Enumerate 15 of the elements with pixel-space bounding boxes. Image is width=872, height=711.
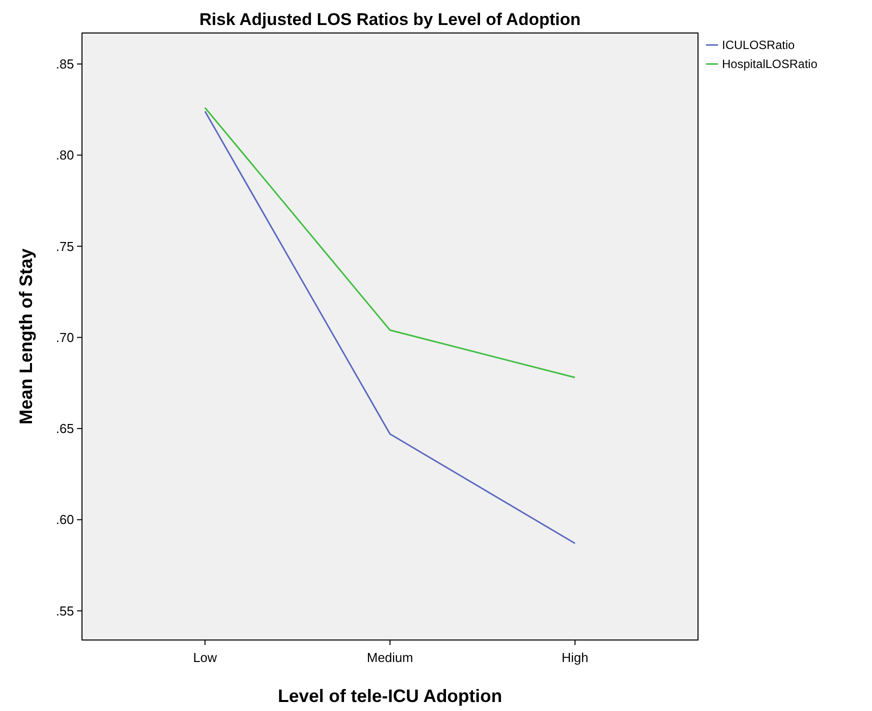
legend-label: HospitalLOSRatio — [722, 57, 818, 72]
y-tick-label: .55 — [56, 603, 74, 618]
x-tick-label: Low — [193, 650, 218, 665]
y-tick-label: .60 — [56, 512, 74, 528]
y-tick-label: .75 — [56, 238, 74, 254]
x-tick-label: High — [562, 650, 588, 665]
y-tick-label: .80 — [56, 148, 74, 163]
y-tick-label: .70 — [56, 330, 74, 345]
chart-title: Risk Adjusted LOS Ratios by Level of Adoption — [199, 10, 581, 29]
legend-label: ICULOSRatio — [722, 38, 796, 52]
x-tick-label: Medium — [366, 650, 414, 665]
y-tick-label: .65 — [56, 421, 74, 436]
x-axis-title: Level of tele-ICU Adoption — [278, 686, 502, 706]
y-axis-title: Mean Length of Stay — [16, 248, 36, 425]
y-tick-label: .85 — [56, 56, 74, 72]
